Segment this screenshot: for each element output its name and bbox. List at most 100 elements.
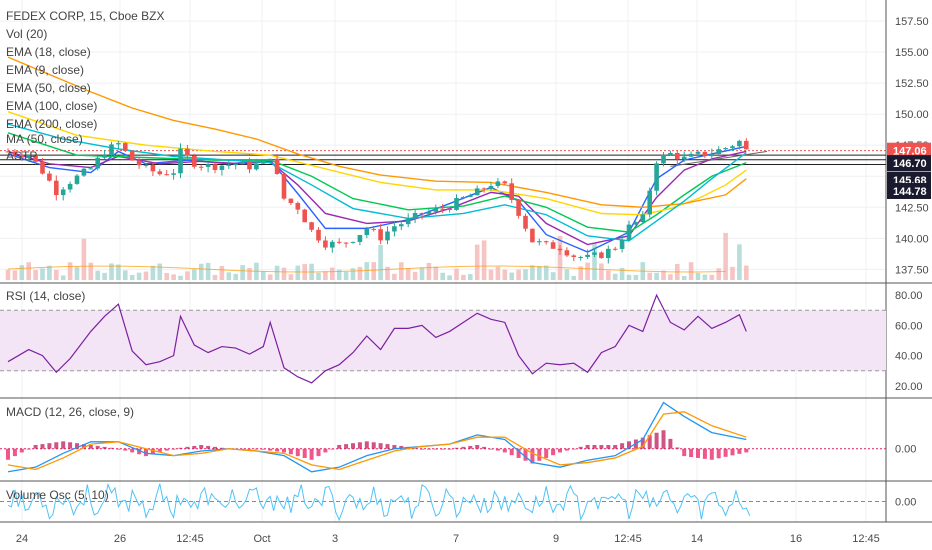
macd-histogram-bar: [627, 441, 631, 449]
rsi-tick[interactable]: 80.00: [895, 290, 923, 302]
candle-body: [688, 153, 694, 157]
volume-bar: [226, 272, 232, 280]
candle: [661, 151, 666, 167]
candle-body: [723, 148, 728, 150]
candle-body: [716, 149, 721, 155]
macd-histogram-bar: [178, 447, 183, 449]
macd-histogram-bar: [647, 435, 652, 449]
price-tick[interactable]: 155.00: [895, 47, 929, 59]
time-tick[interactable]: 9: [553, 533, 559, 545]
macd-histogram-bar: [385, 444, 390, 449]
macd-histogram-bar: [551, 448, 556, 456]
price-tick[interactable]: 157.50: [895, 16, 929, 28]
macd-histogram-bar: [47, 443, 52, 449]
price-tick[interactable]: 140.00: [895, 233, 929, 245]
candle-body: [261, 160, 266, 164]
legend-ema200[interactable]: EMA (200, close): [6, 117, 97, 131]
legend-ema100[interactable]: EMA (100, close): [6, 99, 97, 113]
price-tag-14478: 144.78: [893, 186, 927, 198]
rsi-tick[interactable]: 20.00: [895, 381, 923, 393]
macd-histogram-bar: [661, 430, 666, 449]
volume-ma-line: [7, 265, 726, 273]
candle: [150, 162, 156, 177]
macd-histogram-bar: [61, 441, 66, 449]
candle: [330, 239, 335, 253]
volume-bar: [205, 262, 211, 280]
time-axis[interactable]: 24 26 12:45 Oct 3 7 9 12:45 14 16 12:45: [16, 533, 880, 545]
price-tick[interactable]: 152.50: [895, 78, 929, 90]
time-tick[interactable]: 12:45: [614, 533, 642, 545]
candle-body: [702, 151, 708, 157]
time-tick[interactable]: 7: [453, 533, 459, 545]
price-tick[interactable]: 137.50: [895, 264, 929, 276]
horizontal-lines[interactable]: [0, 150, 886, 167]
candle-body: [95, 157, 100, 169]
macd-tick[interactable]: 0.00: [895, 444, 916, 456]
candle-body: [626, 224, 632, 241]
volume-bars: [5, 232, 749, 280]
volume-bar: [178, 275, 183, 280]
candle: [219, 165, 225, 176]
ma-line-5: [7, 123, 747, 242]
macd-histogram-bar: [344, 444, 349, 449]
rsi-tick[interactable]: 60.00: [895, 320, 923, 332]
time-tick[interactable]: 12:45: [176, 533, 204, 545]
candle-body: [302, 209, 307, 223]
legend-ema9[interactable]: EMA (9, close): [6, 63, 84, 77]
legend-ema50[interactable]: EMA (50, close): [6, 81, 91, 95]
candle: [557, 244, 563, 255]
candle: [157, 168, 163, 176]
legend-vol[interactable]: Vol (20): [6, 27, 47, 41]
time-tick[interactable]: Oct: [253, 533, 270, 545]
legend-ma50[interactable]: MA (50, close): [6, 132, 83, 146]
candle: [109, 141, 114, 157]
candle: [502, 180, 508, 186]
legend-ema18[interactable]: EMA (18, close): [6, 45, 91, 59]
candle-body: [316, 229, 321, 241]
candle-body: [557, 248, 563, 251]
macd-histogram-bar: [240, 448, 245, 450]
volume-bar: [688, 262, 694, 280]
macd-histogram-bar: [516, 448, 521, 458]
rsi-legend[interactable]: RSI (14, close): [6, 289, 85, 303]
time-tick[interactable]: 26: [114, 533, 126, 545]
candle: [171, 169, 176, 180]
volume-bar: [744, 265, 749, 280]
macd-histogram-bar: [502, 448, 507, 453]
volume-bar: [440, 272, 445, 280]
macd-histogram-bar: [509, 448, 514, 456]
rsi-tick[interactable]: 40.00: [895, 351, 923, 363]
last-price-tag: 147.06: [893, 146, 927, 158]
candle: [688, 151, 694, 158]
rsi-polyline: [7, 293, 747, 384]
macd-histogram-bar: [585, 445, 590, 449]
candle: [5, 148, 11, 153]
candlesticks[interactable]: [5, 138, 749, 264]
time-tick[interactable]: 16: [790, 533, 802, 545]
symbol-title[interactable]: FEDEX CORP, 15, Cboe BZX: [6, 9, 165, 23]
volume-bar: [543, 265, 549, 280]
candle-body: [233, 164, 238, 166]
candle-body: [392, 226, 397, 232]
time-tick[interactable]: 12:45: [852, 533, 880, 545]
candle: [288, 198, 294, 206]
volosc-tick[interactable]: 0.00: [895, 497, 916, 509]
time-tick[interactable]: 14: [691, 533, 703, 545]
macd-histogram-bar: [116, 448, 121, 450]
volume-bar: [578, 266, 583, 280]
candle-body: [281, 174, 287, 199]
candle: [226, 159, 232, 169]
volosc-legend[interactable]: Volume Osc (5, 10): [6, 488, 109, 502]
price-tick[interactable]: 150.00: [895, 109, 929, 121]
macd-legend[interactable]: MACD (12, 26, close, 9): [6, 405, 134, 419]
price-tick[interactable]: 142.50: [895, 202, 929, 214]
time-tick[interactable]: 3: [332, 533, 338, 545]
candle-body: [440, 208, 445, 210]
time-tick[interactable]: 24: [16, 533, 28, 545]
volume-bar: [557, 236, 563, 280]
candle: [350, 241, 356, 244]
price-tag-14478-bg: [887, 182, 931, 199]
volume-bar: [426, 262, 432, 280]
candle: [405, 213, 411, 228]
